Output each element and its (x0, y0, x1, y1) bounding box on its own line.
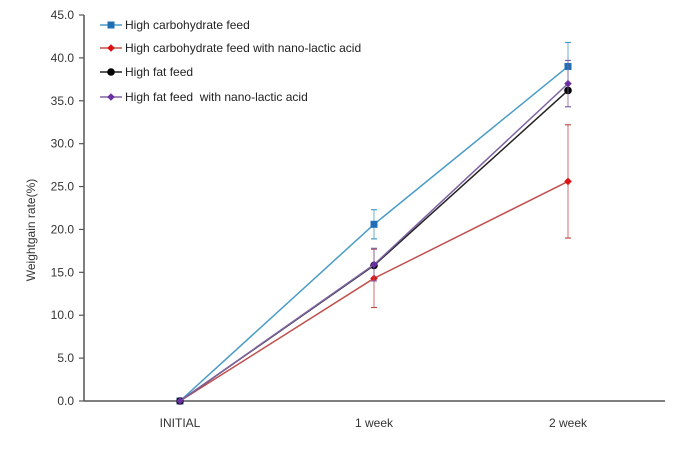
legend-item: High fat feed with nano-lactic acid (100, 90, 308, 104)
legend-marker (107, 21, 115, 29)
x-tick-label: INITIAL (160, 416, 201, 430)
x-tick-labels: INITIAL 1 week 2 week (160, 416, 588, 430)
y-tick-label: 15.0 (51, 265, 75, 279)
legend-label: High fat feed with nano-lactic acid (125, 90, 308, 104)
legend-label: High carbohydrate feed (125, 18, 250, 32)
y-tick-label: 5.0 (57, 351, 74, 365)
y-tick-label: 25.0 (51, 180, 75, 194)
legend: High carbohydrate feed High carbohydrate … (100, 18, 361, 104)
y-tick-label: 20.0 (51, 222, 75, 236)
y-tick-label: 45.0 (51, 8, 75, 22)
series-4 (176, 59, 572, 405)
legend-item: High carbohydrate feed with nano-lactic … (100, 41, 361, 55)
x-tick-label: 2 week (549, 416, 588, 430)
y-ticks: 0.0 5.0 10.0 15.0 20.0 25.0 30.0 35.0 40.0 45.0 (51, 8, 84, 408)
legend-marker (107, 93, 115, 101)
data-point (370, 260, 378, 269)
series-group (176, 41, 572, 405)
series-3 (176, 86, 572, 405)
data-point (176, 397, 184, 405)
series-line (179, 83, 569, 402)
y-tick-label: 40.0 (51, 51, 75, 65)
y-tick-label: 0.0 (57, 394, 74, 408)
legend-marker (107, 68, 115, 76)
y-tick-label: 10.0 (51, 308, 75, 322)
y-axis-title: Weightgain rate(%) (24, 179, 38, 282)
legend-marker (107, 44, 115, 52)
y-tick-label: 30.0 (51, 137, 75, 151)
data-point (370, 220, 378, 228)
legend-item: High carbohydrate feed (100, 18, 250, 32)
data-point (564, 177, 572, 186)
x-tick-label: 1 week (355, 416, 394, 430)
legend-item: High fat feed (100, 65, 193, 79)
y-tick-label: 35.0 (51, 94, 75, 108)
legend-label: High fat feed (125, 65, 193, 79)
data-point (564, 79, 572, 88)
legend-label: High carbohydrate feed with nano-lactic … (125, 41, 361, 55)
